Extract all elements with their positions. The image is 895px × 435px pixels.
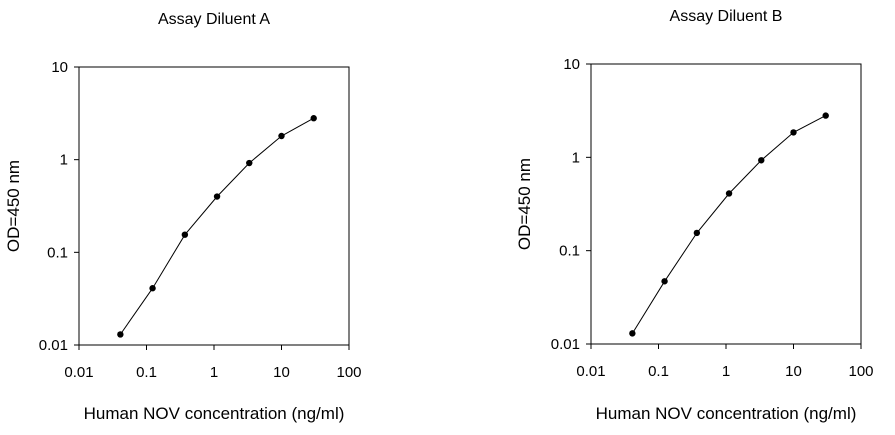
- series-line: [119, 117, 314, 335]
- chart-b-x-axis-label: Human NOV concentration (ng/ml): [596, 404, 857, 423]
- data-point: [790, 129, 797, 136]
- chart-b-ticks: 0.01 0.1 1 10 100 0.01 0.1 1 10: [551, 56, 874, 380]
- chart-a: Assay Diluent A OD=450 nm Human NOV conc…: [4, 11, 362, 423]
- x-tick-label: 100: [848, 363, 873, 380]
- y-tick-label: 10: [51, 59, 68, 76]
- x-tick-label: 1: [722, 363, 730, 380]
- x-tick-label: 1: [210, 364, 218, 381]
- data-point: [278, 132, 285, 140]
- x-tick-label: 100: [336, 364, 361, 381]
- data-point: [629, 330, 636, 337]
- data-point: [758, 157, 765, 164]
- series-line: [631, 115, 826, 334]
- chart-a-ticks: 0.01 0.1 1 10 100 0.01 0.1 1 10: [39, 59, 362, 381]
- y-tick-label: 0.01: [551, 336, 580, 353]
- chart-b-title: Assay Diluent B: [670, 8, 783, 25]
- chart-a-series: [117, 115, 317, 338]
- chart-a-x-axis-label: Human NOV concentration (ng/ml): [84, 404, 345, 423]
- chart-b: Assay Diluent B OD=450 nm Human NOV conc…: [515, 8, 874, 423]
- data-point: [117, 331, 124, 338]
- data-point: [661, 278, 668, 285]
- y-tick-label: 0.1: [559, 243, 580, 260]
- y-tick-label: 1: [572, 149, 580, 166]
- chart-b-y-axis-label: OD=450 nm: [515, 158, 534, 250]
- chart-b-plot-frame: [590, 63, 862, 345]
- chart-b-series: [629, 112, 829, 337]
- x-tick-label: 0.01: [64, 364, 93, 381]
- data-point: [693, 229, 701, 237]
- data-point: [181, 231, 189, 238]
- x-tick-label: 0.1: [648, 363, 669, 380]
- data-point: [310, 115, 317, 122]
- chart-a-plot-frame: [78, 66, 350, 346]
- data-point: [822, 112, 829, 119]
- data-point: [246, 159, 253, 167]
- chart-a-title: Assay Diluent A: [158, 11, 270, 28]
- y-tick-label: 10: [563, 56, 580, 73]
- x-tick-label: 10: [273, 364, 290, 381]
- data-point: [213, 193, 221, 200]
- x-tick-label: 0.1: [136, 364, 157, 381]
- data-point: [725, 190, 733, 197]
- chart-a-y-axis-label: OD=450 nm: [4, 160, 23, 252]
- y-tick-label: 1: [60, 152, 68, 169]
- data-point: [149, 285, 156, 292]
- y-tick-label: 0.1: [47, 244, 68, 261]
- x-tick-label: 0.01: [576, 363, 605, 380]
- x-tick-label: 10: [785, 363, 802, 380]
- y-tick-label: 0.01: [39, 337, 68, 354]
